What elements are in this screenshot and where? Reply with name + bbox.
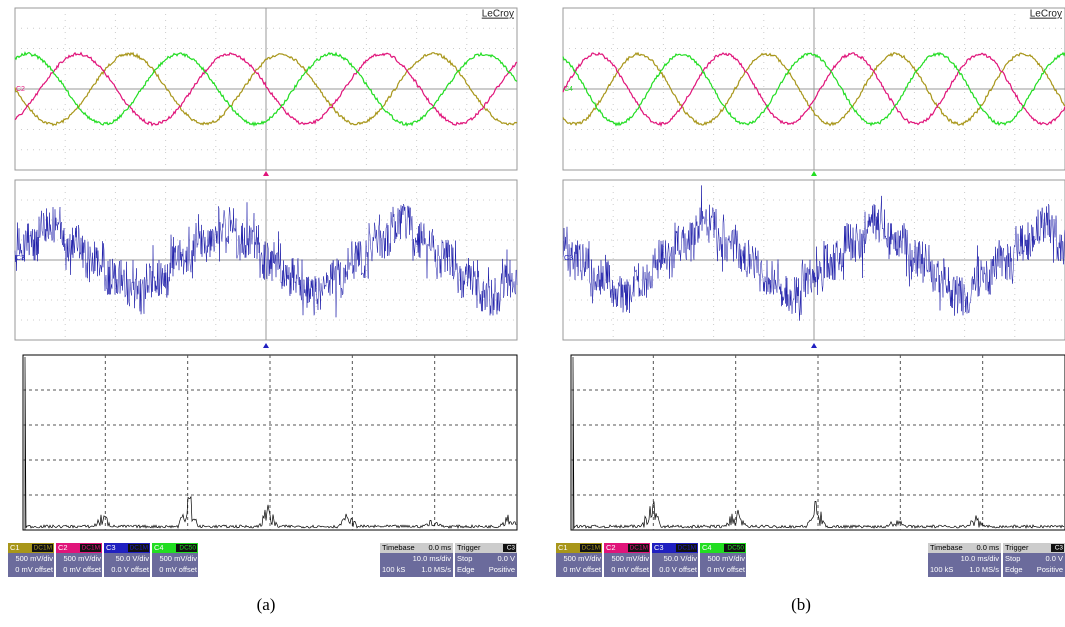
timebase-label: Timebase [382, 543, 415, 552]
timebase-samples: 100 kS [382, 565, 405, 574]
channel-coupling: DC1M [130, 545, 148, 552]
trigger-type: Edge [457, 565, 475, 574]
channel-coupling: DC1M [630, 545, 648, 552]
timebase-rate: 1.0 MS/s [969, 565, 999, 574]
trigger-label: Trigger [1005, 543, 1029, 552]
channel-coupling: DC1M [82, 545, 100, 552]
channel-offset: 0 mV offset [159, 565, 198, 574]
channel-offset: 0 mV offset [563, 565, 602, 574]
trigger-mode: Stop [1005, 554, 1020, 563]
channel-offset: 0.0 V offset [659, 565, 698, 574]
trigger-marker [811, 171, 817, 176]
channel-name: C2 [606, 543, 616, 552]
trigger-slope: Positive [1037, 565, 1063, 574]
trigger-type: Edge [1005, 565, 1023, 574]
timebase-label: Timebase [930, 543, 963, 552]
channel-name: C2 [58, 543, 68, 552]
channel-coupling: DC1M [34, 545, 52, 552]
channel-name: C4 [702, 543, 712, 552]
caption: (b) [791, 595, 811, 614]
channel-coupling: DC1M [582, 545, 600, 552]
timebase-rate: 1.0 MS/s [421, 565, 451, 574]
caption: (a) [257, 595, 276, 614]
brand-label: LeCroy [1030, 9, 1062, 20]
screenshot: LeCroy C2 C3 C1 DC1M 500 mV/div 0 mV offset C2 D… [0, 0, 1065, 627]
trigger-source: C3 [1055, 545, 1064, 552]
channel-coupling: DC50 [727, 545, 744, 552]
channel-name: C4 [154, 543, 164, 552]
channel-scale: 500 mV/div [15, 554, 53, 563]
channel-scale: 500 mV/div [611, 554, 649, 563]
timebase-value: 0.0 ms [428, 543, 451, 552]
channel-name: C1 [10, 543, 20, 552]
channel-name: C3 [106, 543, 116, 552]
trigger-marker [811, 343, 817, 348]
channel-offset: 0 mV offset [15, 565, 54, 574]
channel-scale: 500 mV/div [63, 554, 101, 563]
channel-scale: 50.0 V/div [664, 554, 698, 563]
timebase-scale: 10.0 ms/div [413, 554, 452, 563]
trigger-marker [263, 171, 269, 176]
trigger-level: 0.0 V [497, 554, 515, 563]
trigger-mode: Stop [457, 554, 472, 563]
trigger-source: C3 [507, 545, 516, 552]
channel-coupling: DC1M [678, 545, 696, 552]
timebase-samples: 100 kS [930, 565, 953, 574]
channel-scale: 500 mV/div [159, 554, 197, 563]
timebase-value: 0.0 ms [976, 543, 999, 552]
channel-offset: 0.0 V offset [111, 565, 150, 574]
trigger-level: 0.0 V [1045, 554, 1063, 563]
trace-label: C3 [16, 255, 25, 262]
timebase-scale: 10.0 ms/div [961, 554, 1000, 563]
channel-offset: 0 mV offset [707, 565, 746, 574]
channel-scale: 50.0 V/div [116, 554, 150, 563]
channel-scale: 500 mV/div [563, 554, 601, 563]
channel-coupling: DC50 [179, 545, 196, 552]
trigger-marker [263, 343, 269, 348]
channel-offset: 0 mV offset [63, 565, 102, 574]
channel-name: C3 [654, 543, 664, 552]
trigger-slope: Positive [489, 565, 515, 574]
channel-name: C1 [558, 543, 568, 552]
channel-offset: 0 mV offset [611, 565, 650, 574]
trigger-label: Trigger [457, 543, 481, 552]
channel-scale: 500 mV/div [707, 554, 745, 563]
brand-label: LeCroy [482, 9, 514, 20]
